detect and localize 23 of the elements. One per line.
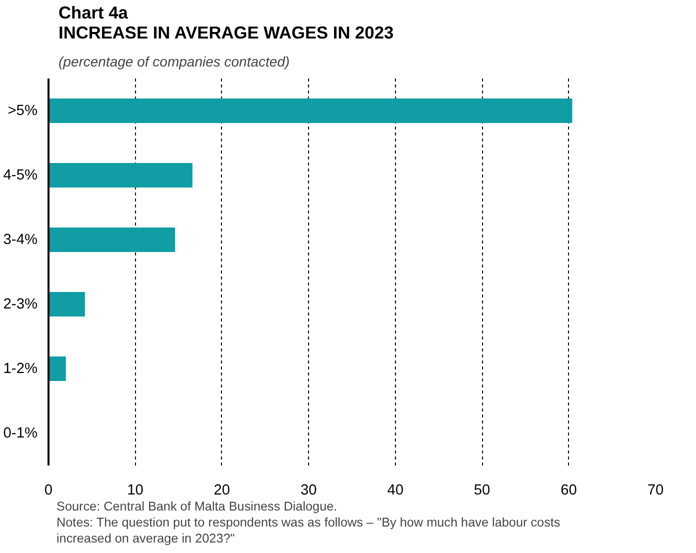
y-tick-label: 4-5%: [3, 167, 38, 184]
y-tick-label: 3-4%: [3, 232, 38, 248]
x-tick-label: 70: [647, 482, 664, 498]
x-tick-label: 50: [474, 482, 490, 498]
x-tick-label: 0: [44, 482, 53, 498]
chart-title: Chart 4a INCREASE IN AVERAGE WAGES IN 2023: [58, 2, 394, 42]
chart-subtitle: (percentage of companies contacted): [58, 54, 290, 70]
y-tick-label: 2-3%: [3, 296, 38, 312]
y-tick-label: >5%: [8, 102, 38, 119]
x-tick-label: 60: [560, 482, 577, 498]
y-tick-label: 0-1%: [3, 425, 38, 442]
bar: [48, 356, 66, 382]
bar: [48, 292, 85, 317]
bar: [48, 227, 176, 252]
x-tick-label: 10: [127, 482, 144, 498]
text: Notes: The question put to respondents was as follows – "By how much have labour costs increased on average in 2023?": [56, 516, 560, 546]
bar: [48, 98, 572, 124]
x-tick-label: 30: [300, 482, 317, 498]
x-tick-label: 40: [387, 482, 404, 498]
x-tick-label: 20: [214, 482, 230, 498]
y-tick-label: 1-2%: [3, 360, 38, 377]
source-note: Source: Central Bank of Malta Business Dialogue.: [56, 500, 338, 514]
bar: [48, 162, 192, 188]
